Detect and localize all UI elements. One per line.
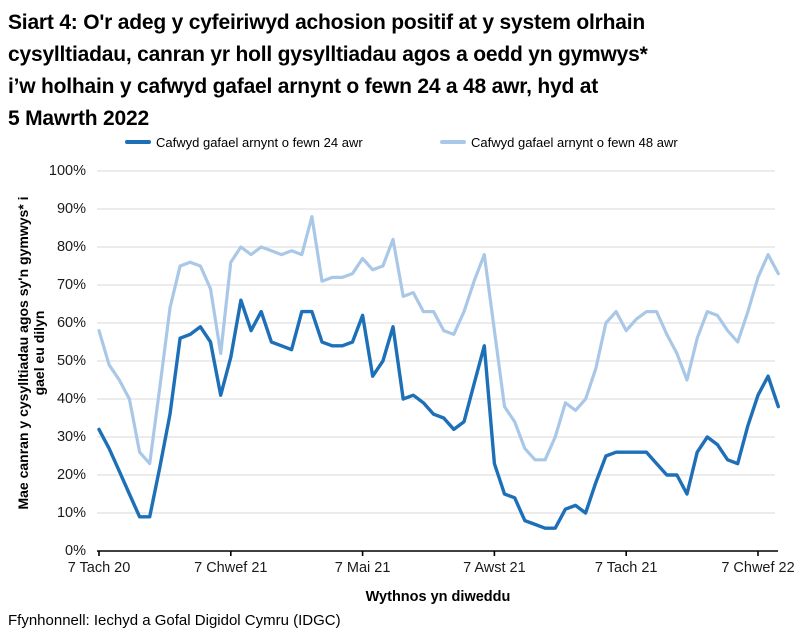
y-tick-label: 100%: [48, 163, 86, 179]
y-tick-label: 30%: [56, 429, 86, 445]
y-tick-label: 90%: [56, 201, 86, 217]
chart-title: Siart 4: O'r adeg y cyfeiriwyd achosion …: [8, 7, 788, 135]
y-tick-label: 20%: [56, 467, 86, 483]
legend-item: Cafwyd gafael arnynt o fewn 48 awr: [440, 132, 678, 152]
chart-title-line: Siart 4: O'r adeg y cyfeiriwyd achosion …: [8, 11, 645, 34]
chart-title-line: cysylltiadau, canran yr holl gysylltiada…: [8, 43, 648, 66]
legend: Cafwyd gafael arnynt o fewn 24 awr Cafwyd…: [0, 132, 809, 152]
y-tick-label: 10%: [56, 505, 86, 521]
x-tick-label: 7 Tach 20: [67, 560, 131, 576]
legend-item: Cafwyd gafael arnynt o fewn 24 awr: [125, 132, 363, 152]
y-tick-label: 80%: [56, 239, 86, 255]
legend-line-swatch-icon: [125, 140, 151, 144]
y-tick-label: 70%: [56, 277, 86, 293]
x-tick-label: 7 Awst 21: [463, 560, 526, 576]
y-tick-label: 40%: [56, 391, 86, 407]
chart-title-line: 5 Mawrth 2022: [8, 107, 149, 130]
x-tick-label: 7 Chwef 21: [194, 560, 268, 576]
x-axis-title: Wythnos yn diweddu: [365, 589, 511, 605]
y-tick-label: 60%: [56, 315, 86, 331]
source-note: Ffynhonnell: Iechyd a Gofal Digidol Cymr…: [8, 612, 341, 629]
x-tick-label: 7 Mai 21: [334, 560, 391, 576]
x-tick-label: 7 Chwef 22: [721, 560, 795, 576]
y-tick-label: 0%: [65, 543, 86, 559]
legend-label: Cafwyd gafael arnynt o fewn 48 awr: [471, 134, 678, 150]
x-tick-label: 7 Tach 21: [594, 560, 658, 576]
series-line-24awr: [97, 298, 780, 530]
legend-label: Cafwyd gafael arnynt o fewn 24 awr: [156, 134, 363, 150]
series-line-48awr: [97, 215, 780, 466]
chart-title-line: i’w holhain y cafwyd gafael arnynt o few…: [8, 75, 598, 98]
legend-line-swatch-icon: [440, 140, 466, 144]
y-tick-label: 50%: [56, 353, 86, 369]
